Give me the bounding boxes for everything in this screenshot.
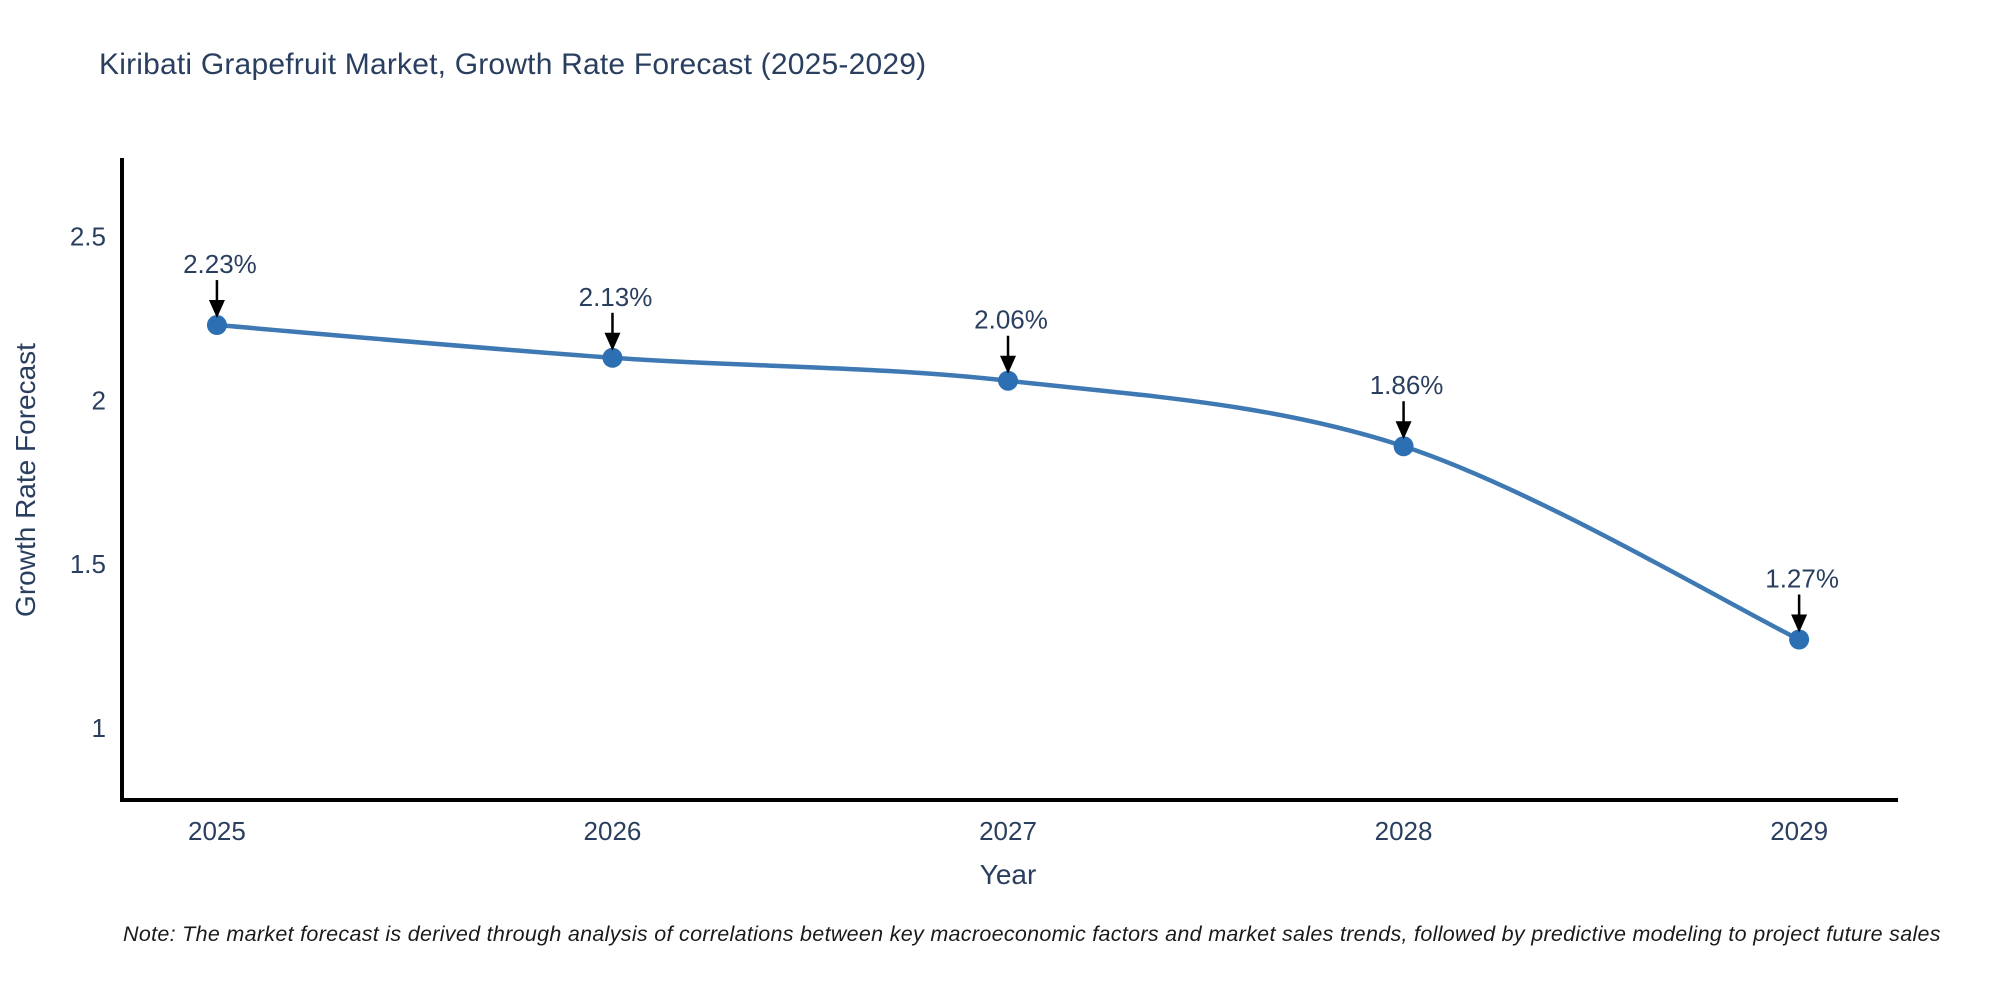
x-tick-label-2026: 2026 (584, 816, 642, 846)
y-axis-title: Growth Rate Forecast (10, 343, 41, 617)
data-point-2026[interactable] (602, 347, 623, 368)
y-tick-label-1: 1 (92, 713, 106, 743)
annotation-label-2026: 2.13% (579, 282, 653, 312)
annotation-label-2028: 1.86% (1370, 370, 1444, 400)
annotation-label-2025: 2.23% (183, 249, 257, 279)
x-tick-label-2029: 2029 (1770, 816, 1828, 846)
data-point-2027[interactable] (998, 370, 1019, 391)
annotation-arrowhead-2029 (1791, 614, 1808, 633)
annotation-arrowhead-2027 (1000, 355, 1017, 374)
y-tick-label-2.5: 2.5 (70, 222, 106, 252)
annotation-arrowhead-2025 (208, 300, 225, 319)
footnote: Note: The market forecast is derived thr… (123, 922, 1941, 946)
annotation-label-2027: 2.06% (974, 305, 1048, 335)
annotation-arrowhead-2028 (1395, 421, 1412, 440)
x-tick-label-2027: 2027 (979, 816, 1037, 846)
data-point-2028[interactable] (1393, 436, 1414, 457)
annotation-label-2029: 1.27% (1765, 564, 1839, 594)
y-tick-label-2: 2 (92, 385, 106, 415)
data-point-2025[interactable] (206, 315, 227, 336)
annotation-arrowhead-2026 (604, 332, 621, 351)
x-axis-title: Year (979, 859, 1037, 890)
chart-title: Kiribati Grapefruit Market, Growth Rate … (99, 48, 927, 81)
y-tick-label-1.5: 1.5 (70, 549, 106, 579)
x-tick-label-2025: 2025 (188, 816, 246, 846)
x-tick-label-2028: 2028 (1375, 816, 1433, 846)
data-point-2029[interactable] (1789, 629, 1810, 650)
